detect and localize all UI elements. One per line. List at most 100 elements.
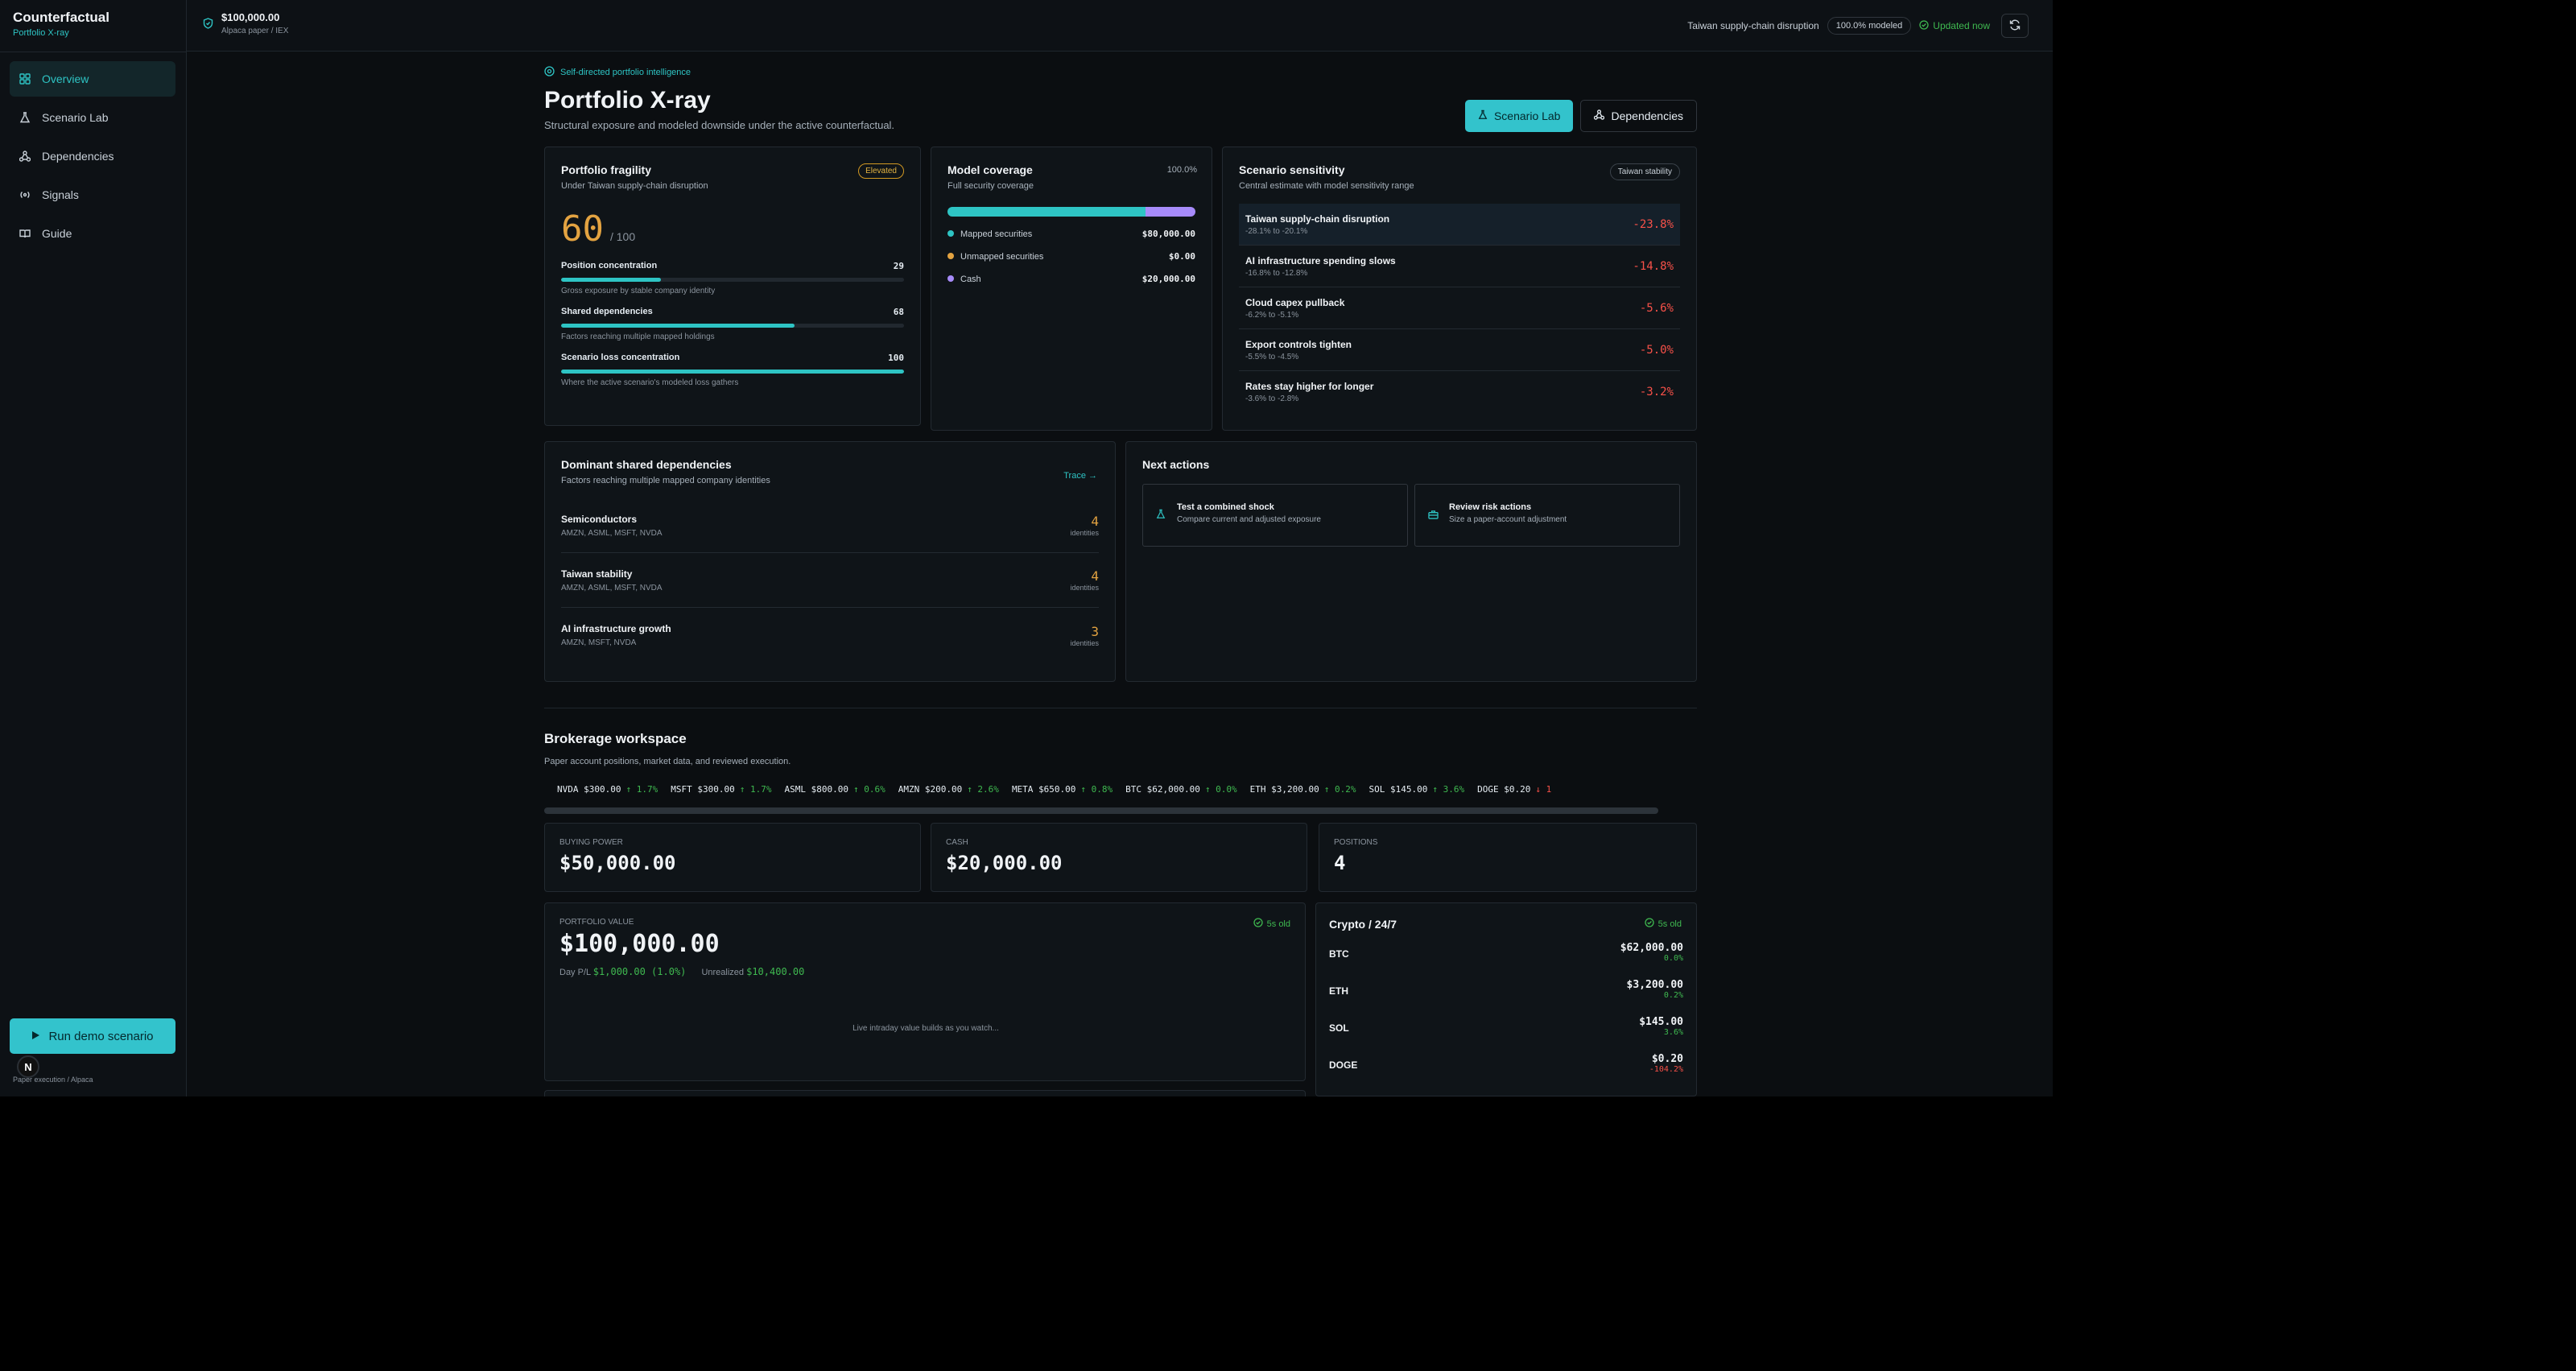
- updated-status: Updated now: [1919, 19, 1990, 32]
- ticker-item[interactable]: MSFT $300.00 ↑ 1.7%: [671, 784, 771, 795]
- test-combined-shock-action[interactable]: Test a combined shock Compare current an…: [1142, 484, 1408, 547]
- list-item[interactable]: Taiwan stability AMZN, ASML, MSFT, NVDA 4 i…: [561, 553, 1099, 608]
- ticker-price: $0.20: [1504, 784, 1531, 795]
- card-subtitle: Under Taiwan supply-chain disruption: [561, 181, 708, 191]
- ticker-change: ↑ 0.0%: [1204, 784, 1237, 795]
- intraday-note: Live intraday value builds as you watch.…: [852, 1024, 999, 1033]
- list-item[interactable]: DOGE $0.20 -104.2%: [1329, 1053, 1683, 1090]
- list-item[interactable]: ETH $3,200.00 0.2%: [1329, 979, 1683, 1016]
- crypto-symbol: DOGE: [1329, 1059, 1358, 1071]
- sidebar-item-guide[interactable]: Guide: [10, 216, 175, 251]
- sensitivity-card: Scenario sensitivity Central estimate wi…: [1222, 147, 1697, 431]
- list-item[interactable]: Taiwan supply-chain disruption -28.1% to …: [1239, 204, 1680, 246]
- ticker-price: $145.00: [1390, 784, 1428, 795]
- ticker-change: ↑ 0.8%: [1080, 784, 1113, 795]
- sidebar: Counterfactual Portfolio X-ray Overview …: [0, 0, 187, 1096]
- run-demo-label: Run demo scenario: [48, 1029, 154, 1043]
- ticker-item[interactable]: SOL $145.00 ↑ 3.6%: [1369, 784, 1465, 795]
- list-item[interactable]: AI infrastructure growth AMZN, MSFT, NVDA…: [561, 608, 1099, 663]
- scenario-lab-button[interactable]: Scenario Lab: [1464, 100, 1574, 132]
- cash-card: CASH $20,000.00: [931, 823, 1307, 892]
- fragility-card: Portfolio fragility Under Taiwan supply-…: [544, 147, 921, 426]
- list-item[interactable]: AI infrastructure spending slows -16.8% t…: [1239, 246, 1680, 287]
- scenario-range: -28.1% to -20.1%: [1245, 226, 1308, 236]
- scenario-name: Export controls tighten: [1245, 338, 1352, 350]
- ticker-item[interactable]: ASML $800.00 ↑ 0.6%: [784, 784, 885, 795]
- list-item[interactable]: BTC $62,000.00 0.0%: [1329, 942, 1683, 979]
- play-icon: [31, 1030, 40, 1043]
- crypto-change: 0.0%: [1663, 954, 1683, 963]
- scenario-value: -3.2%: [1639, 386, 1674, 398]
- dependency-tickers: AMZN, ASML, MSFT, NVDA: [561, 583, 663, 593]
- flask-icon: [19, 112, 31, 123]
- header-actions: Scenario Lab Dependencies: [1464, 100, 1697, 132]
- ticker-item[interactable]: META $650.00 ↑ 0.8%: [1012, 784, 1113, 795]
- crypto-price: $145.00: [1639, 1016, 1683, 1028]
- page-title: Portfolio X-ray: [544, 87, 711, 114]
- list-item[interactable]: Rates stay higher for longer -3.6% to -2.…: [1239, 371, 1680, 413]
- sidebar-item-signals[interactable]: Signals: [10, 177, 175, 213]
- coverage-bar: [947, 207, 1195, 217]
- metric-value: 29: [893, 261, 904, 271]
- run-demo-button[interactable]: Run demo scenario: [10, 1018, 175, 1054]
- legend-value: $80,000.00: [1141, 229, 1195, 239]
- ticker-item[interactable]: AMZN $200.00 ↑ 2.6%: [898, 784, 999, 795]
- card-title: Portfolio fragility: [561, 163, 651, 176]
- ticker-item[interactable]: ETH $3,200.00 ↑ 0.2%: [1250, 784, 1356, 795]
- dependency-list: Semiconductors AMZN, ASML, MSFT, NVDA 4 ide…: [561, 498, 1099, 663]
- grid-icon: [19, 73, 31, 85]
- ticker-item[interactable]: NVDA $300.00 ↑ 1.7%: [557, 784, 658, 795]
- trace-link[interactable]: Trace →: [1063, 471, 1097, 481]
- scenario-name: Cloud capex pullback: [1245, 296, 1345, 308]
- sidebar-footer-note: Paper execution / Alpaca: [13, 1076, 93, 1084]
- sidebar-item-overview[interactable]: Overview: [10, 61, 175, 97]
- section-title: Brokerage workspace: [544, 731, 687, 746]
- brand-subtitle: Portfolio X-ray: [13, 28, 69, 38]
- portfolio-value: $100,000.00: [559, 930, 720, 958]
- ticker-symbol: SOL: [1368, 784, 1391, 795]
- coverage-percent: 100.0%: [1166, 165, 1197, 175]
- day-pl-value: $1,000.00 (1.0%): [592, 966, 687, 977]
- refresh-button[interactable]: [2001, 14, 2029, 38]
- legend-label: Mapped securities: [960, 229, 1033, 239]
- metric-label: Scenario loss concentration: [561, 353, 680, 362]
- list-item[interactable]: SOL $145.00 3.6%: [1329, 1016, 1683, 1053]
- dependency-count: 4: [1091, 514, 1099, 529]
- metric-bar: [561, 278, 904, 282]
- ticker-price: $300.00: [697, 784, 735, 795]
- ticker-scrollbar[interactable]: [544, 807, 1658, 814]
- dependencies-button[interactable]: Dependencies: [1580, 100, 1697, 132]
- card-title: Dominant shared dependencies: [561, 458, 732, 471]
- legend-value: $0.00: [1168, 251, 1195, 262]
- sidebar-item-scenario-lab[interactable]: Scenario Lab: [10, 100, 175, 135]
- ticker-tape[interactable]: NVDA $300.00 ↑ 1.7% MSFT $300.00 ↑ 1.7% ASML…: [544, 784, 1697, 807]
- sidebar-item-dependencies[interactable]: Dependencies: [10, 138, 175, 174]
- scenario-name: AI infrastructure spending slows: [1245, 254, 1396, 266]
- ticker-item[interactable]: DOGE $0.20 ↓ 1: [1477, 784, 1551, 795]
- sidebar-item-label: Guide: [42, 227, 72, 240]
- card-title: Scenario sensitivity: [1239, 163, 1345, 176]
- metric-shared-dependencies: Shared dependencies 68 Factors reaching m…: [561, 307, 904, 341]
- ticker-price: $650.00: [1038, 784, 1076, 795]
- brand[interactable]: Counterfactual Portfolio X-ray: [13, 10, 109, 38]
- ticker-price: $300.00: [584, 784, 621, 795]
- review-risk-action[interactable]: Review risk actions Size a paper-account…: [1414, 484, 1680, 547]
- list-item[interactable]: Semiconductors AMZN, ASML, MSFT, NVDA 4 ide…: [561, 498, 1099, 553]
- scenario-value: -14.8%: [1633, 259, 1674, 273]
- crypto-price: $0.20: [1651, 1053, 1683, 1065]
- dot-icon: [947, 252, 954, 259]
- list-item[interactable]: Cloud capex pullback -6.2% to -5.1% -5.6%: [1239, 287, 1680, 329]
- card-title: Crypto / 24/7: [1329, 918, 1397, 931]
- account-summary[interactable]: $100,000.00 Alpaca paper / IEX: [203, 11, 288, 35]
- check-circle-icon: [1919, 19, 1929, 32]
- metric-value: 100: [888, 353, 904, 363]
- page-subtitle: Structural exposure and modeled downside…: [544, 119, 895, 131]
- ticker-item[interactable]: BTC $62,000.00 ↑ 0.0%: [1125, 784, 1236, 795]
- modeled-badge: 100.0% modeled: [1827, 17, 1912, 35]
- card-title: Model coverage: [947, 163, 1033, 176]
- check-circle-icon: [1253, 918, 1263, 930]
- avatar[interactable]: N: [17, 1055, 39, 1078]
- list-item[interactable]: Export controls tighten -5.5% to -4.5% -5.…: [1239, 329, 1680, 371]
- ticker-price: $62,000.00: [1146, 784, 1200, 795]
- ticker-symbol: MSFT: [671, 784, 698, 795]
